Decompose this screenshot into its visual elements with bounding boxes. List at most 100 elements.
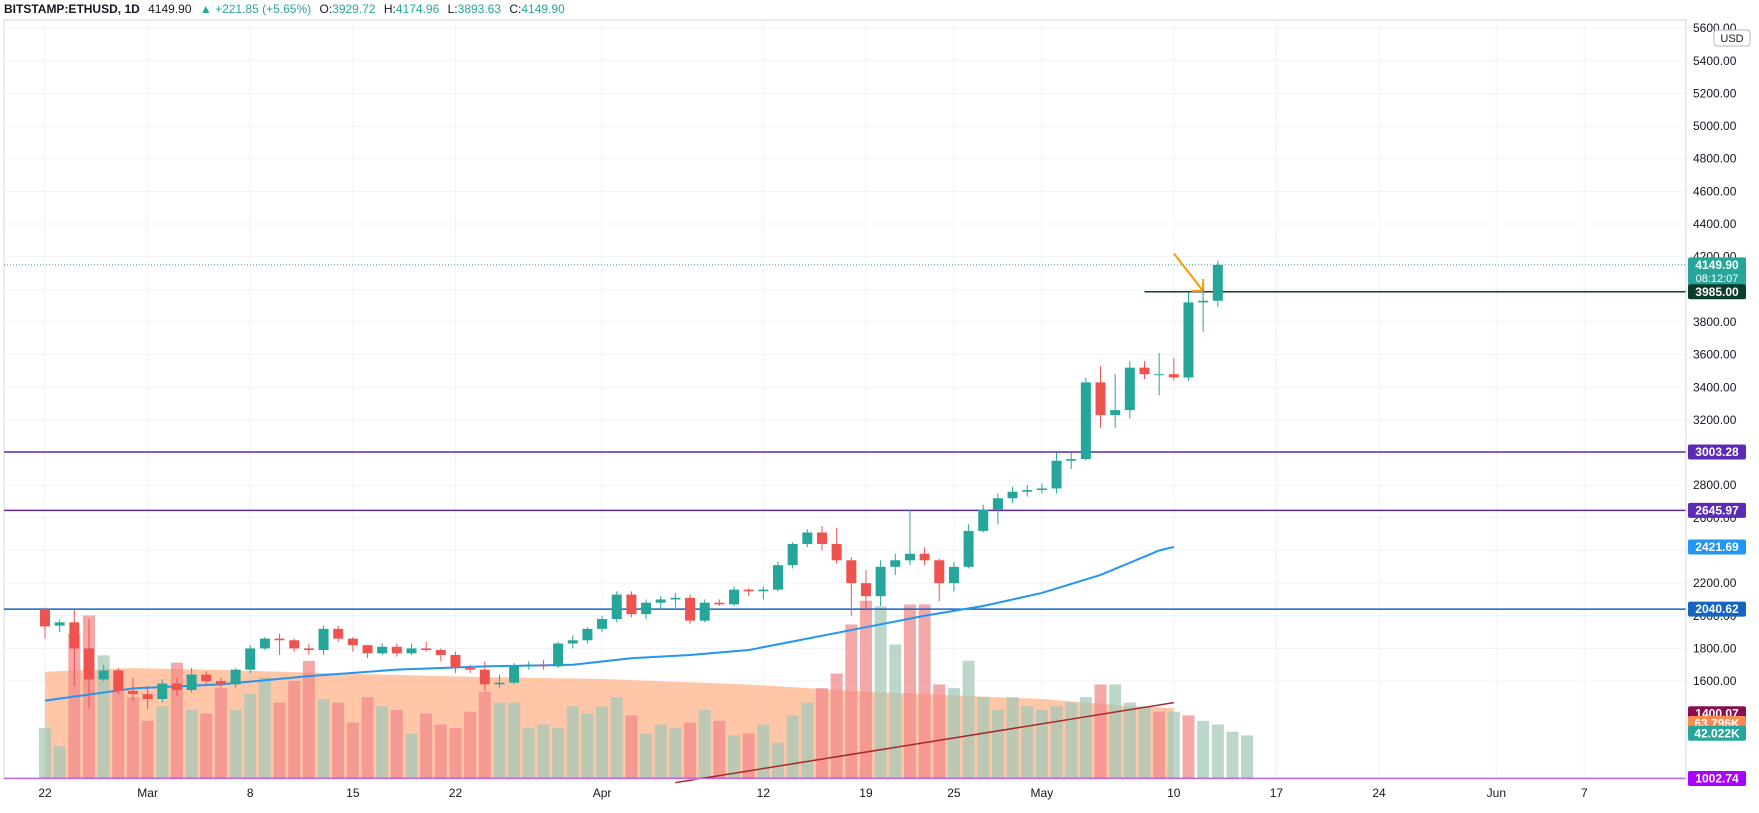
volume-bar (874, 606, 887, 779)
badge-value: 42.022K (1694, 726, 1740, 740)
candle (289, 638, 300, 652)
volume-bar (1050, 706, 1063, 779)
volume-bar (684, 722, 697, 779)
candle-body (465, 668, 476, 670)
time-tick-label: 22 (38, 786, 52, 800)
price-tick-label: 4800.00 (1693, 152, 1737, 166)
time-tick-label: 8 (247, 786, 254, 800)
price-axis[interactable]: 1600.001800.002000.002200.002400.002600.… (1685, 20, 1737, 779)
candle (303, 643, 314, 655)
time-axis[interactable]: 22 Mar 8 15 22 Apr 12 19 25 May 10 17 24 Jun 7 (4, 778, 1686, 800)
time-tick-label: 10 (1167, 786, 1181, 800)
candle-body (787, 543, 798, 566)
candle-body (729, 589, 740, 605)
candle (787, 542, 798, 569)
candle (1080, 377, 1091, 461)
candle (978, 504, 989, 533)
candle (553, 641, 564, 669)
candle (714, 599, 725, 606)
candle (699, 599, 710, 623)
candle (685, 594, 696, 624)
candle (465, 664, 476, 673)
badge-value: 3985.00 (1695, 285, 1739, 299)
volume-bar (1138, 706, 1151, 779)
candle (992, 493, 1003, 525)
symbol-label[interactable]: BITSTAMP:ETHUSD, 1D (4, 2, 140, 16)
candle (567, 635, 578, 649)
moving-average-line (44, 545, 1175, 702)
candle-body (509, 666, 520, 683)
candle (934, 558, 945, 602)
candle-body (699, 602, 710, 621)
volume-bar (376, 706, 389, 779)
candle-body (318, 628, 329, 651)
candle-body (875, 566, 886, 597)
candlesticks (40, 260, 1223, 709)
volume-bar (478, 691, 491, 779)
price-badge: 2645.97 (1688, 502, 1746, 518)
currency-badge (1713, 29, 1751, 47)
volume-bar (713, 720, 726, 779)
volume-bar (654, 724, 667, 779)
candle (904, 509, 915, 566)
last-price: 4149.90 (148, 2, 192, 16)
volume-bar (757, 724, 770, 779)
volume-bar (669, 728, 682, 779)
candle (1124, 361, 1135, 419)
candle (171, 677, 182, 696)
candle-body (171, 683, 182, 691)
volume-bar (786, 715, 799, 779)
volume-bar (889, 644, 902, 779)
candle (860, 570, 871, 610)
candle (1036, 483, 1047, 494)
candle (641, 599, 652, 620)
price-badge: 3003.28 (1688, 444, 1746, 460)
volume-bar (845, 624, 858, 779)
candle (729, 586, 740, 606)
volume-bar (434, 724, 447, 779)
candle-body (655, 599, 666, 603)
badge-box (1688, 257, 1746, 286)
volume-bar (742, 733, 755, 779)
time-tick-label: 17 (1270, 786, 1284, 800)
candle (831, 527, 842, 564)
candle-body (391, 646, 402, 654)
candle-body (611, 594, 622, 620)
volume-bar (185, 709, 198, 779)
volume-bar (332, 702, 345, 779)
volume-bar (1211, 724, 1224, 779)
candle (597, 615, 608, 633)
candle-body (948, 566, 959, 584)
price-tick-label: 4600.00 (1693, 184, 1737, 198)
volume-bar (200, 713, 213, 779)
volume-bar (97, 655, 110, 779)
price-tick-label: 5200.00 (1693, 86, 1737, 100)
volume-bar (625, 715, 638, 779)
candle-body (904, 553, 915, 561)
candle-body (1007, 491, 1018, 499)
candle (1095, 366, 1106, 429)
volume-bar (361, 697, 374, 779)
volume-bar (903, 604, 916, 779)
candle (875, 560, 886, 606)
volume-bar (596, 706, 609, 779)
time-tick-label: 15 (346, 786, 360, 800)
badge-value: 1002.74 (1695, 772, 1739, 786)
price-badges: USD4149.9008:12:072421.691400.0763.796K4… (1688, 29, 1751, 787)
candle-body (494, 682, 505, 685)
volume-bar (859, 600, 872, 779)
volume-bar (918, 604, 931, 779)
volume-bar (302, 660, 315, 779)
badge-box (1688, 444, 1746, 460)
volume-bar (126, 697, 139, 779)
candle (626, 591, 637, 618)
high-value: 4174.96 (395, 2, 440, 16)
candle-body (626, 594, 637, 615)
candle (230, 668, 241, 688)
volume-bar (244, 693, 257, 779)
candle (435, 648, 446, 662)
candle (318, 625, 329, 655)
volume-bar (522, 728, 535, 779)
candle-body (1183, 302, 1194, 378)
